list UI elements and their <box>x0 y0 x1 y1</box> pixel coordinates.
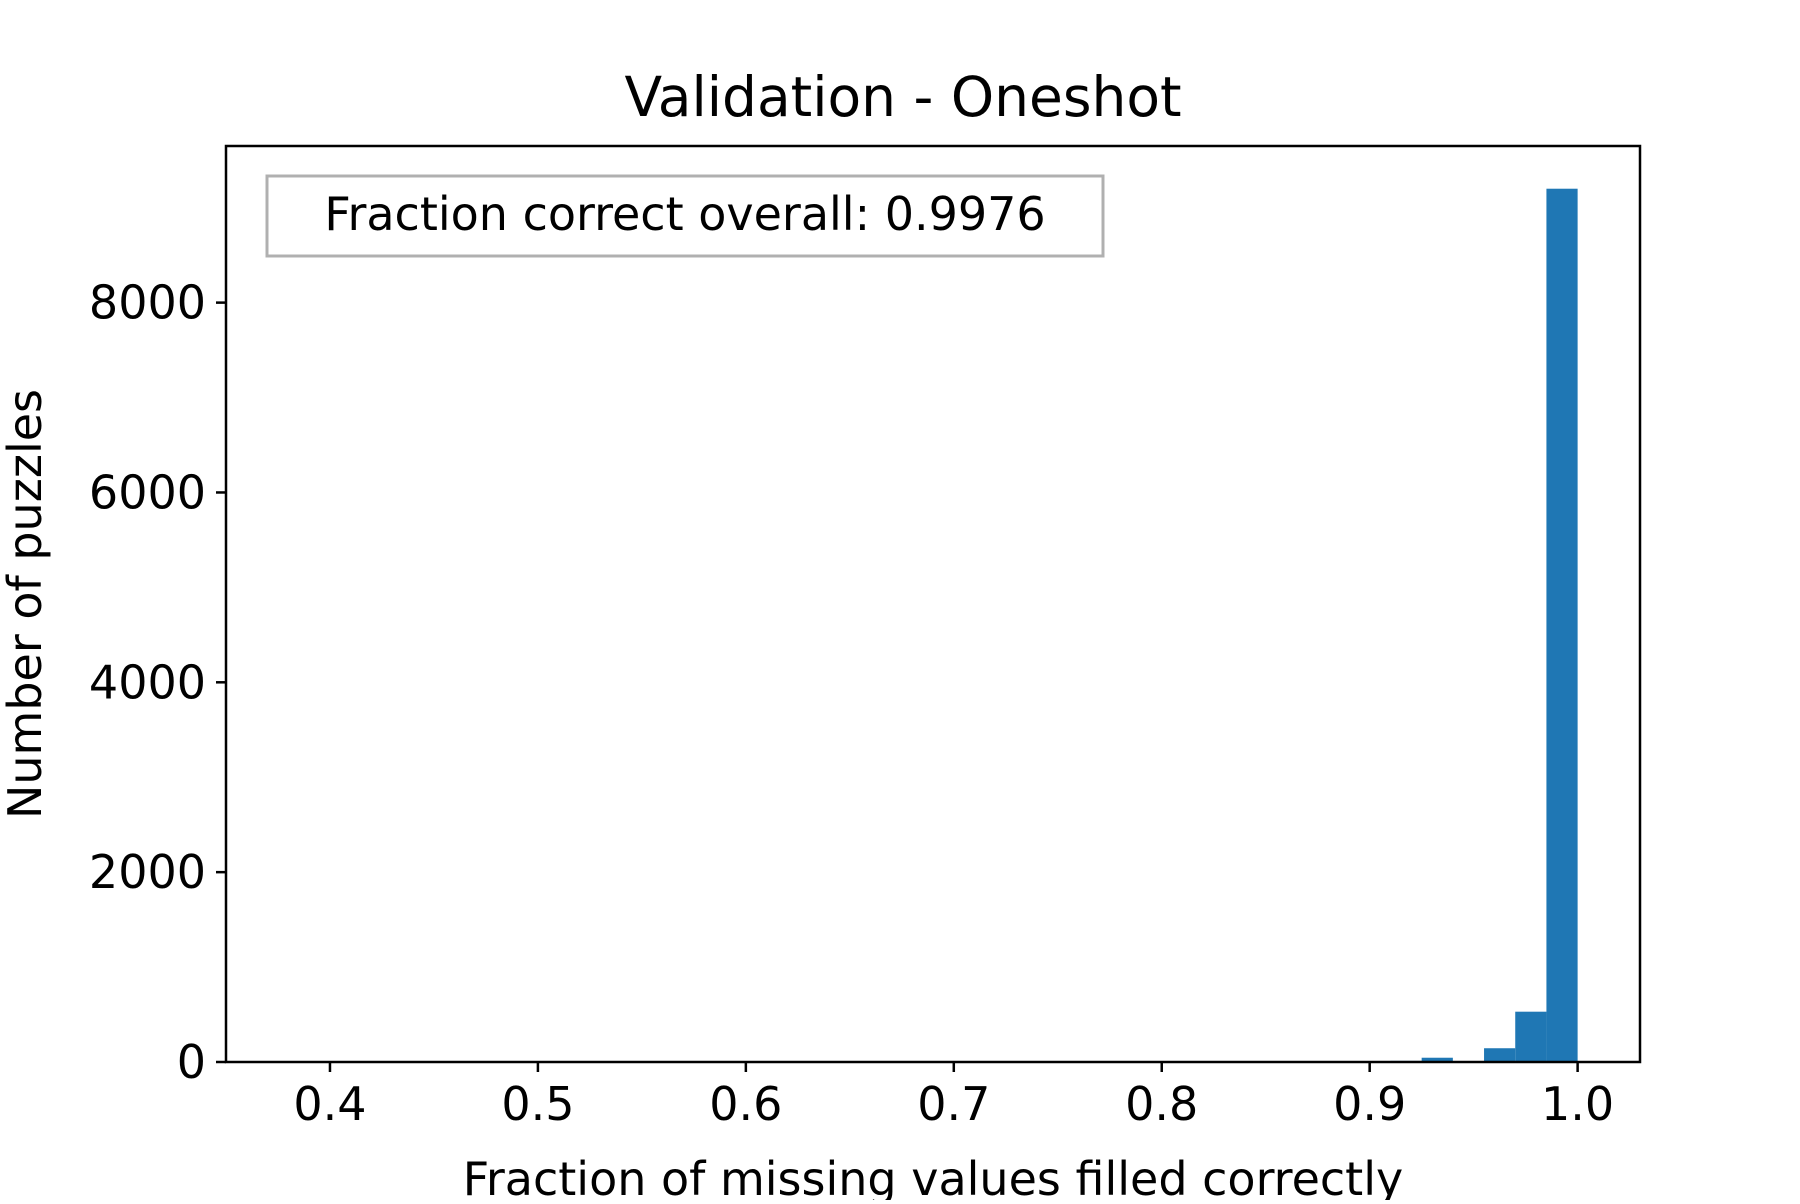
y-axis-label: Number of puzzles <box>0 389 52 819</box>
y-tick-label: 8000 <box>89 276 206 330</box>
histogram-bar-5 <box>1546 188 1578 1062</box>
x-tick-label: 0.8 <box>1125 1077 1198 1131</box>
annotation-frame <box>265 174 1105 258</box>
x-axis: 0.4 0.5 0.6 0.7 0.8 0.9 1.0 <box>293 1062 1614 1131</box>
x-tick-label: 0.9 <box>1333 1077 1406 1131</box>
bars-layer <box>1390 188 1578 1062</box>
x-tick-label: 0.7 <box>917 1077 990 1131</box>
y-tick-label: 2000 <box>89 845 206 899</box>
x-tick-label: 0.4 <box>293 1077 366 1131</box>
histogram-bar-3 <box>1484 1048 1516 1062</box>
y-tick-label: 4000 <box>89 655 206 709</box>
x-axis-label: Fraction of missing values filled correc… <box>463 1152 1403 1200</box>
histogram-bar-4 <box>1515 1011 1547 1062</box>
chart-title: Validation - Oneshot <box>624 65 1181 129</box>
y-tick-label: 6000 <box>89 465 206 519</box>
x-tick-label: 1.0 <box>1541 1077 1614 1131</box>
x-tick-label: 0.5 <box>501 1077 574 1131</box>
y-tick-label: 0 <box>177 1035 206 1089</box>
y-axis: 0 2000 4000 6000 8000 <box>89 276 226 1089</box>
plot-area-frame <box>224 144 1642 1064</box>
annotation-text: Fraction correct overall: 0.9976 <box>324 187 1045 241</box>
histogram-bar-2 <box>1421 1057 1453 1062</box>
x-tick-label: 0.6 <box>709 1077 782 1131</box>
annotation-box: Fraction correct overall: 0.9976 <box>265 174 1105 258</box>
